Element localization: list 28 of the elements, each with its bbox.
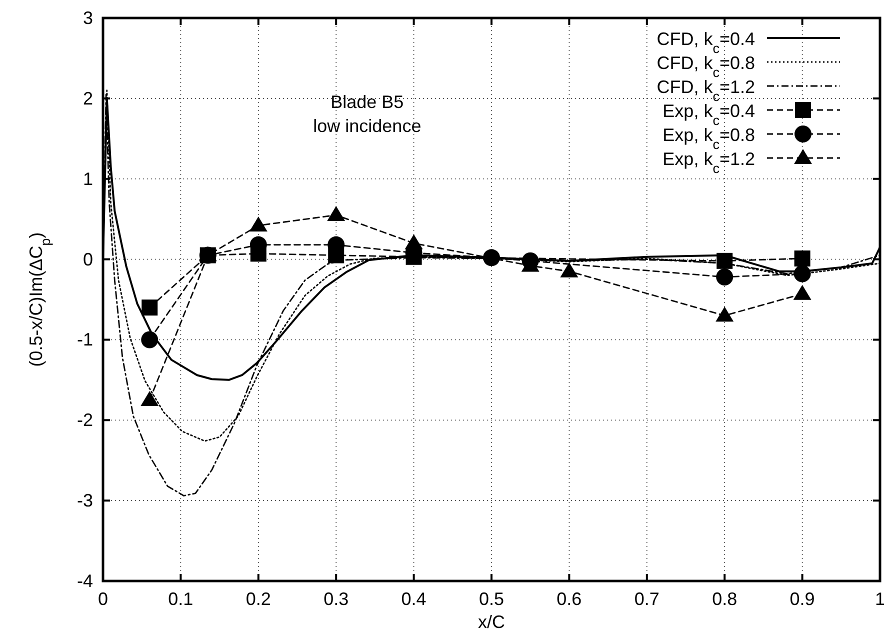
x-axis-title: x/C <box>478 612 505 632</box>
y-tick-label: 3 <box>82 8 93 28</box>
legend-label: CFD, k$_{c}$=1.2 <box>656 77 755 104</box>
x-tick-label: 0.1 <box>168 589 194 609</box>
x-tick-label: 0.2 <box>246 589 271 609</box>
legend-label: Exp, k$_{c}$=1.2 <box>662 149 755 176</box>
y-tick-label: 1 <box>82 168 93 189</box>
y-tick-label: -4 <box>76 571 93 591</box>
x-tick-label: 0.9 <box>790 589 815 609</box>
x-tick-label: 0.5 <box>478 589 504 609</box>
x-tick-label: 1 <box>874 589 884 609</box>
y-tick-label: 2 <box>82 88 93 108</box>
y-tick-label: 0 <box>82 249 93 270</box>
legend-label: Exp, k$_{c}$=0.8 <box>662 125 755 152</box>
x-tick-label: 0 <box>98 589 108 609</box>
legend-label: Exp, k$_{c}$=0.4 <box>662 101 755 128</box>
legend-label: CFD, k$_{c}$=0.4 <box>656 29 755 56</box>
x-tick-label: 0.8 <box>712 589 738 609</box>
x-tick-label: 0.3 <box>324 589 349 609</box>
y-tick-label: -3 <box>76 490 93 511</box>
annotation: low incidence <box>313 116 422 136</box>
x-tick-label: 0.4 <box>401 589 426 609</box>
y-tick-label: -1 <box>76 330 93 350</box>
legend-label: CFD, k$_{c}$=0.8 <box>656 53 755 80</box>
x-tick-label: 0.7 <box>634 589 660 609</box>
annotation: Blade B5 <box>330 92 404 112</box>
y-tick-label: -2 <box>76 410 93 430</box>
x-tick-label: 0.6 <box>556 589 582 609</box>
